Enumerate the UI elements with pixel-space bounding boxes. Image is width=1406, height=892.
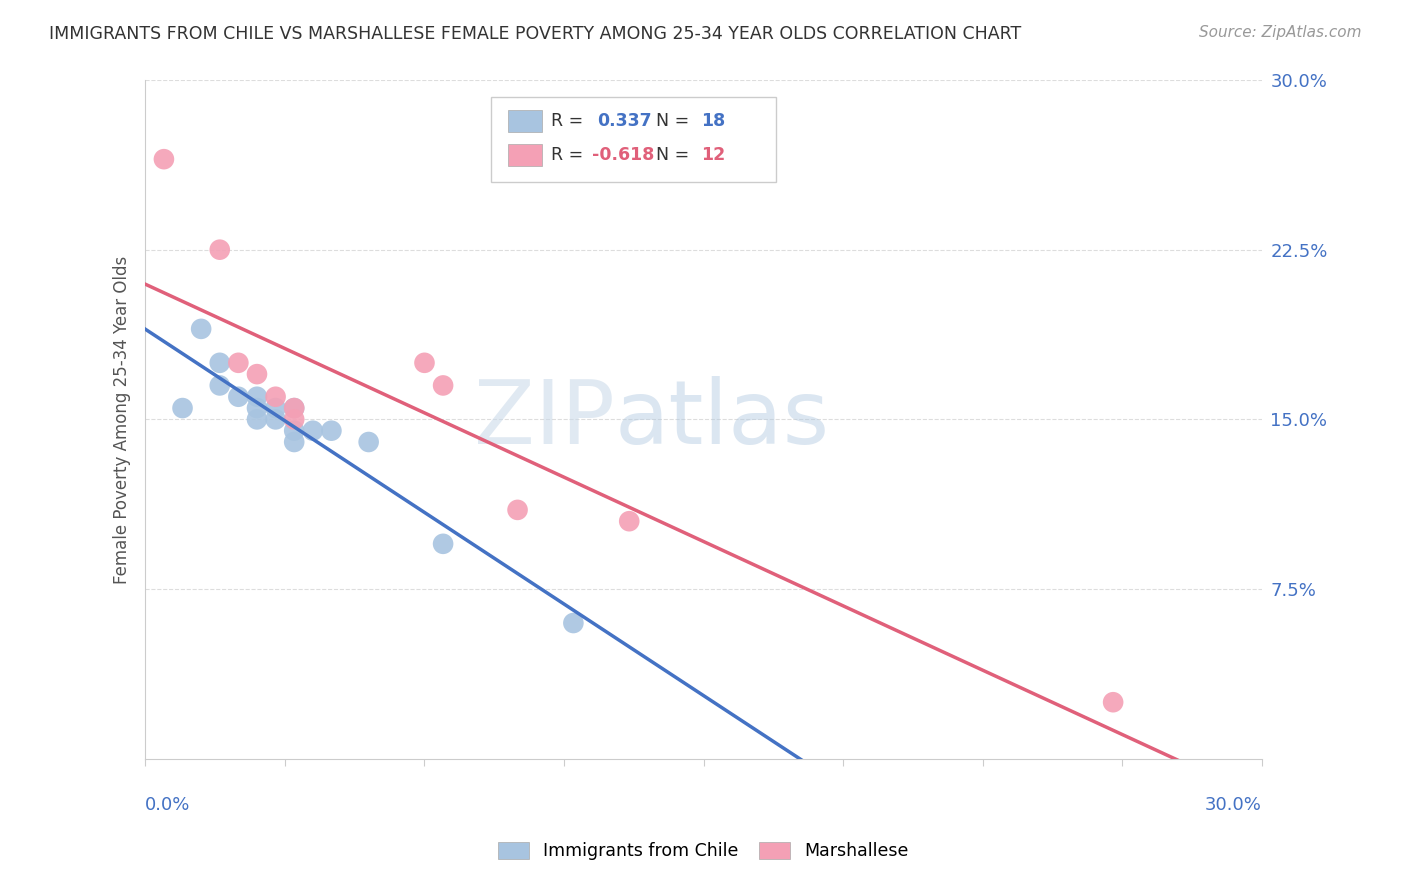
Text: atlas: atlas bbox=[614, 376, 830, 463]
Text: -0.618: -0.618 bbox=[592, 145, 654, 163]
Point bbox=[264, 401, 287, 415]
Text: R =: R = bbox=[551, 145, 589, 163]
Point bbox=[619, 514, 641, 528]
Point bbox=[357, 435, 380, 450]
Point bbox=[283, 424, 305, 438]
Point bbox=[1102, 695, 1125, 709]
Point bbox=[413, 356, 436, 370]
Point bbox=[283, 412, 305, 426]
Point bbox=[246, 367, 269, 381]
Point bbox=[153, 152, 176, 166]
Text: R =: R = bbox=[551, 112, 589, 129]
Point bbox=[246, 401, 269, 415]
Text: N =: N = bbox=[655, 112, 695, 129]
Point bbox=[208, 356, 231, 370]
Point bbox=[283, 401, 305, 415]
Point bbox=[301, 424, 323, 438]
Point bbox=[432, 378, 454, 392]
Text: ZIP: ZIP bbox=[474, 376, 614, 463]
Point bbox=[264, 412, 287, 426]
Text: 0.337: 0.337 bbox=[598, 112, 652, 129]
Text: 30.0%: 30.0% bbox=[1205, 797, 1263, 814]
Point bbox=[208, 243, 231, 257]
Y-axis label: Female Poverty Among 25-34 Year Olds: Female Poverty Among 25-34 Year Olds bbox=[114, 255, 131, 583]
FancyBboxPatch shape bbox=[492, 97, 776, 182]
FancyBboxPatch shape bbox=[508, 110, 541, 131]
Point bbox=[321, 424, 343, 438]
Point bbox=[283, 435, 305, 450]
Text: IMMIGRANTS FROM CHILE VS MARSHALLESE FEMALE POVERTY AMONG 25-34 YEAR OLDS CORREL: IMMIGRANTS FROM CHILE VS MARSHALLESE FEM… bbox=[49, 25, 1022, 43]
Point bbox=[172, 401, 194, 415]
Text: 12: 12 bbox=[702, 145, 725, 163]
Point bbox=[264, 390, 287, 404]
Point bbox=[228, 356, 250, 370]
Point bbox=[228, 390, 250, 404]
Point bbox=[190, 322, 212, 336]
Point bbox=[506, 503, 529, 517]
Point bbox=[246, 412, 269, 426]
Point bbox=[208, 378, 231, 392]
Point bbox=[562, 615, 585, 630]
Point bbox=[432, 537, 454, 551]
Text: Source: ZipAtlas.com: Source: ZipAtlas.com bbox=[1198, 25, 1361, 40]
Text: N =: N = bbox=[655, 145, 695, 163]
Text: 18: 18 bbox=[702, 112, 725, 129]
Point bbox=[283, 401, 305, 415]
Point bbox=[246, 390, 269, 404]
FancyBboxPatch shape bbox=[508, 144, 541, 166]
Text: 0.0%: 0.0% bbox=[145, 797, 191, 814]
Legend: Immigrants from Chile, Marshallese: Immigrants from Chile, Marshallese bbox=[491, 835, 915, 867]
